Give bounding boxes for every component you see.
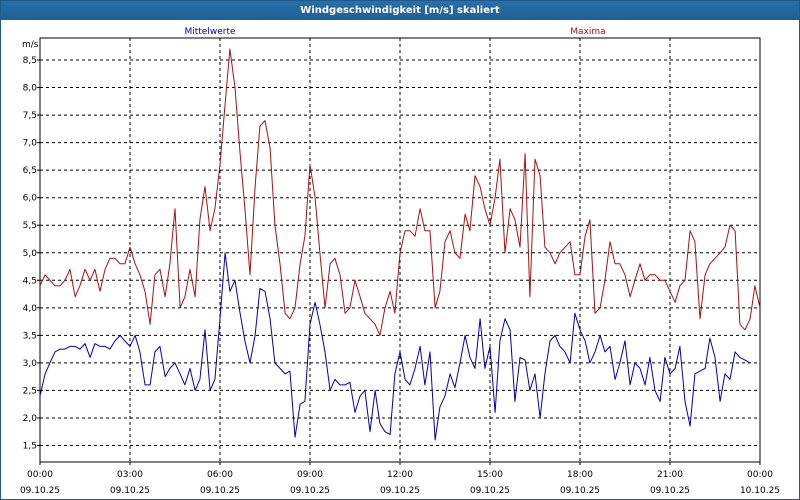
x-tick-date: 09.10.25 <box>200 486 240 496</box>
legend-maxima: Maxima <box>570 27 605 37</box>
y-tick-label: 6,5 <box>23 166 37 176</box>
y-tick-label: 2,0 <box>23 414 38 424</box>
y-tick-label: 7,5 <box>23 111 37 121</box>
x-tick-date: 09.10.25 <box>470 486 510 496</box>
x-tick-time: 12:00 <box>387 470 413 480</box>
y-axis-label: m/s <box>22 40 39 50</box>
y-tick-label: 4,5 <box>23 276 37 286</box>
y-axis: 1,5 2,0 2,5 3,0 3,5 4,0 4,5 5,0 5,5 6,0 6,5 7,0 7,5 8… <box>23 56 40 451</box>
x-tick-date: 09.10.25 <box>20 486 60 496</box>
x-axis: 00:00 09.10.25 03:00 09.10.25 06:00 09.10.25 0… <box>20 462 780 496</box>
y-tick-label: 5,5 <box>23 221 37 231</box>
y-tick-label: 5,0 <box>23 249 38 259</box>
series-line-mittelwerte <box>39 252 751 441</box>
x-tick-time: 21:00 <box>657 470 683 480</box>
x-tick-date: 09.10.25 <box>380 486 420 496</box>
legend-mittelwerte: Mittelwerte <box>184 27 235 37</box>
series-group <box>39 48 761 441</box>
window-title: Windgeschwindigkeit [m/s] skaliert <box>1 1 799 20</box>
x-tick-date: 09.10.25 <box>110 486 150 496</box>
y-tick-label: 8,5 <box>23 56 37 66</box>
y-tick-label: 2,5 <box>23 386 37 396</box>
series-line-maxima <box>39 48 761 336</box>
y-tick-label: 7,0 <box>23 139 38 149</box>
y-tick-label: 3,0 <box>23 359 38 369</box>
y-tick-label: 4,0 <box>23 304 38 314</box>
x-tick-time: 00:00 <box>27 470 53 480</box>
grid <box>40 38 760 462</box>
x-tick-date: 10.10.25 <box>740 486 780 496</box>
x-tick-time: 15:00 <box>477 470 503 480</box>
x-tick-time: 03:00 <box>117 470 143 480</box>
y-tick-label: 6,0 <box>23 194 38 204</box>
x-tick-time: 00:00 <box>747 470 773 480</box>
x-tick-time: 09:00 <box>297 470 323 480</box>
y-tick-label: 3,5 <box>23 331 37 341</box>
y-tick-label: 8,0 <box>23 84 38 94</box>
x-tick-time: 06:00 <box>207 470 233 480</box>
x-tick-date: 09.10.25 <box>290 486 330 496</box>
y-tick-label: 1,5 <box>23 441 37 451</box>
x-tick-time: 18:00 <box>567 470 593 480</box>
x-tick-date: 09.10.25 <box>650 486 690 496</box>
x-tick-date: 09.10.25 <box>560 486 600 496</box>
